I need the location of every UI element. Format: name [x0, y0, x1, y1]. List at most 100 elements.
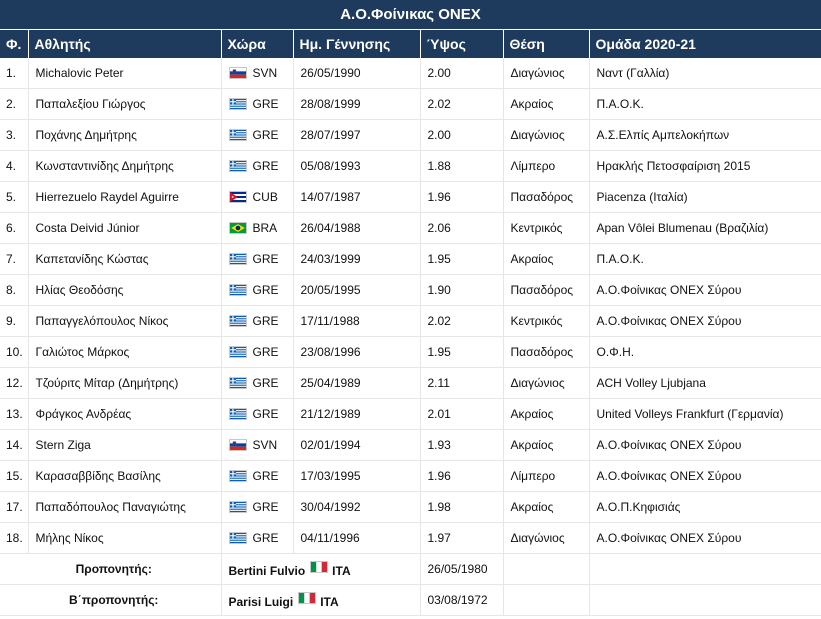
gre-flag-icon: [228, 160, 247, 172]
player-height: 1.88: [420, 150, 504, 182]
player-number: 12.: [0, 367, 29, 399]
table-row: 8. Ηλίας Θεοδόσης GRE 20/05/1995 1.90 Πασαδόρ…: [0, 274, 821, 306]
player-height: 1.98: [420, 491, 504, 523]
col-header-country: Χώρα: [221, 29, 294, 58]
player-country: GRE: [221, 367, 294, 399]
player-birthdate: 20/05/1995: [293, 274, 421, 306]
empty-cell: [503, 553, 590, 585]
ita-flag-icon: [298, 591, 317, 604]
player-country: GRE: [221, 274, 294, 306]
player-country: GRE: [221, 243, 294, 275]
gre-flag-icon: [228, 253, 247, 265]
player-team: Piacenza (Ιταλία): [589, 181, 821, 213]
player-number: 9.: [0, 305, 29, 337]
table-row: 17. Παπαδόπουλος Παναγιώτης GRE 30/04/1992 1…: [0, 491, 821, 523]
player-position: Διαγώνιος: [503, 367, 590, 399]
country-code: GRE: [252, 314, 279, 328]
player-number: 7.: [0, 243, 29, 275]
col-header-position: Θέση: [503, 29, 590, 58]
player-team: Α.Ο.Φοίνικας ΟΝΕΧ Σύρου: [589, 305, 821, 337]
empty-cell: [503, 584, 590, 616]
player-birthdate: 26/05/1990: [293, 58, 421, 89]
table-row: 7. Καπετανίδης Κώστας GRE 24/03/1999 1.95 Ακρ…: [0, 243, 821, 275]
player-country: GRE: [221, 150, 294, 182]
player-name: Γαλιώτος Μάρκος: [28, 336, 222, 368]
staff-role-label: Προπονητής:: [0, 553, 222, 585]
player-name: Καρασαββίδης Βασίλης: [28, 460, 222, 492]
gre-flag-icon: [228, 98, 247, 110]
player-position: Πασαδόρος: [503, 336, 590, 368]
table-row: 14. Stern Ziga SVN 02/01/1994 1.93 Ακραίος Α.Ο…: [0, 429, 821, 461]
country-code: GRE: [252, 97, 279, 111]
country-code: GRE: [252, 376, 279, 390]
table-row: 4. Κωνσταντινίδης Δημήτρης GRE 05/08/1993 1.…: [0, 150, 821, 182]
gre-flag-icon: [228, 532, 247, 544]
country-code: GRE: [252, 469, 279, 483]
staff-row: Προπονητής: Bertini Fulvio ITA 26/05/1980: [0, 553, 821, 585]
table-row: 3. Ποχάνης Δημήτρης GRE 28/07/1997 2.00 Διαγώ…: [0, 119, 821, 151]
col-header-athlete: Αθλητής: [28, 29, 222, 58]
staff-country: ITA: [320, 594, 339, 609]
player-name: Τζούριτς Μίταρ (Δημήτρης): [28, 367, 222, 399]
player-birthdate: 05/08/1993: [293, 150, 421, 182]
player-team: Ναντ (Γαλλία): [589, 58, 821, 89]
player-height: 1.95: [420, 336, 504, 368]
player-position: Λίμπερο: [503, 150, 590, 182]
col-header-number: Φ.: [0, 29, 29, 58]
table-row: 2. Παπαλεξίου Γιώργος GRE 28/08/1999 2.02 Ακρ…: [0, 88, 821, 120]
gre-flag-icon: [228, 377, 247, 389]
staff-name: Parisi Luigi: [228, 594, 294, 609]
player-height: 2.11: [420, 367, 504, 399]
table-row: 6. Costa Deivid Júnior BRA 26/04/1988 2.06 Κε…: [0, 212, 821, 244]
player-birthdate: 04/11/1996: [293, 522, 421, 554]
player-team: Π.Α.Ο.Κ.: [589, 88, 821, 120]
player-team: United Volleys Frankfurt (Γερμανία): [589, 398, 821, 430]
player-name: Hierrezuelo Raydel Aguirre: [28, 181, 222, 213]
player-birthdate: 17/03/1995: [293, 460, 421, 492]
player-team: Ηρακλής Πετοσφαίριση 2015: [589, 150, 821, 182]
player-name: Παπαλεξίου Γιώργος: [28, 88, 222, 120]
player-height: 2.06: [420, 212, 504, 244]
player-number: 15.: [0, 460, 29, 492]
staff-country: ITA: [332, 563, 351, 578]
svn-flag-icon: [228, 67, 247, 79]
table-row: 13. Φράγκος Ανδρέας GRE 21/12/1989 2.01 Ακραί…: [0, 398, 821, 430]
player-position: Πασαδόρος: [503, 274, 590, 306]
player-position: Ακραίος: [503, 243, 590, 275]
player-number: 5.: [0, 181, 29, 213]
staff-birthdate: 03/08/1972: [420, 584, 504, 616]
player-number: 13.: [0, 398, 29, 430]
player-position: Κεντρικός: [503, 212, 590, 244]
player-height: 2.02: [420, 88, 504, 120]
player-number: 4.: [0, 150, 29, 182]
player-birthdate: 30/04/1992: [293, 491, 421, 523]
player-birthdate: 25/04/1989: [293, 367, 421, 399]
col-header-team: Ομάδα 2020-21: [589, 29, 821, 58]
player-number: 17.: [0, 491, 29, 523]
player-birthdate: 21/12/1989: [293, 398, 421, 430]
player-country: GRE: [221, 460, 294, 492]
staff-name: Bertini Fulvio: [228, 563, 306, 578]
col-header-height: Ύψος: [420, 29, 504, 58]
staff-name-cell: Bertini Fulvio ITA: [221, 553, 421, 585]
player-height: 1.90: [420, 274, 504, 306]
player-name: Μήλης Νίκος: [28, 522, 222, 554]
svn-flag-icon: [228, 439, 247, 451]
ita-flag-icon: [310, 560, 329, 573]
player-name: Ποχάνης Δημήτρης: [28, 119, 222, 151]
player-height: 1.96: [420, 181, 504, 213]
player-position: Κεντρικός: [503, 305, 590, 337]
player-name: Michalovic Peter: [28, 58, 222, 89]
table-row: 12. Τζούριτς Μίταρ (Δημήτρης) GRE 25/04/198…: [0, 367, 821, 399]
player-team: Α.Ο.Φοίνικας ΟΝΕΧ Σύρου: [589, 522, 821, 554]
player-team: Α.Ο.Π.Κηφισιάς: [589, 491, 821, 523]
gre-flag-icon: [228, 284, 247, 296]
player-number: 18.: [0, 522, 29, 554]
player-country: GRE: [221, 305, 294, 337]
player-country: GRE: [221, 336, 294, 368]
table-row: 18. Μήλης Νίκος GRE 04/11/1996 1.97 Διαγώνιος…: [0, 522, 821, 554]
table-title: Α.Ο.Φοίνικας ΟΝΕΧ: [0, 0, 821, 30]
player-birthdate: 23/08/1996: [293, 336, 421, 368]
empty-cell: [589, 553, 821, 585]
